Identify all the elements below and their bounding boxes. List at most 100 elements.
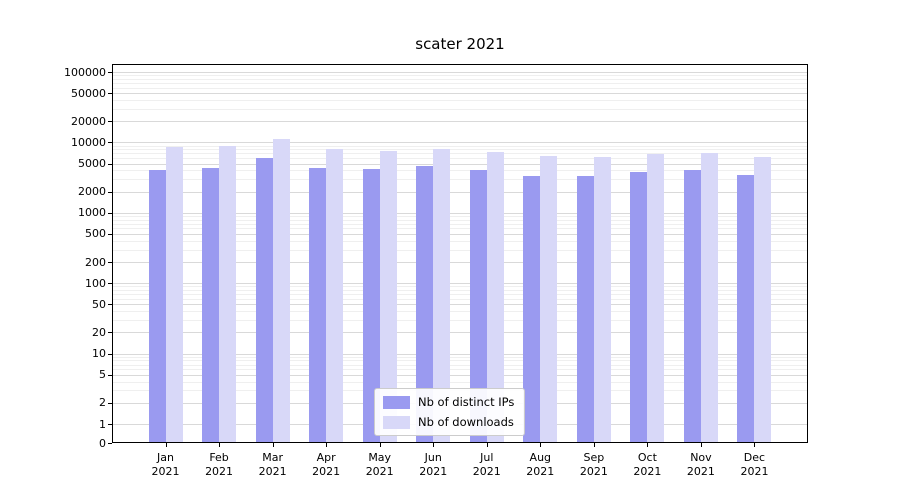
gridline-major bbox=[112, 374, 808, 376]
gridline-minor bbox=[112, 381, 808, 383]
bar-downloads bbox=[754, 156, 772, 443]
gridline-minor bbox=[112, 311, 808, 313]
bar-distinct-ips bbox=[202, 168, 220, 443]
bar-downloads bbox=[326, 149, 344, 443]
bar-downloads bbox=[272, 139, 290, 443]
legend-swatch-distinct-ips bbox=[383, 395, 410, 409]
bar-distinct-ips bbox=[148, 170, 166, 443]
gridline-major bbox=[112, 163, 808, 165]
bar-downloads bbox=[219, 145, 237, 443]
gridline-minor bbox=[112, 219, 808, 221]
x-axis-tick-label: Dec 2021 bbox=[725, 451, 783, 479]
bar-distinct-ips bbox=[255, 158, 273, 443]
gridline-minor bbox=[112, 223, 808, 225]
gridline-minor bbox=[112, 356, 808, 358]
y-axis-tick-label: 100000 bbox=[64, 65, 106, 79]
y-tick-mark bbox=[108, 72, 112, 73]
y-tick-mark bbox=[108, 402, 112, 404]
x-axis-tick-year: 2021 bbox=[419, 465, 448, 478]
y-tick-mark bbox=[108, 93, 112, 95]
x-axis-tick-label: Oct 2021 bbox=[618, 451, 676, 479]
bar-downloads bbox=[540, 155, 558, 443]
gridline-minor bbox=[112, 369, 808, 371]
y-axis-tick-label: 50000 bbox=[71, 86, 106, 100]
gridline-minor bbox=[112, 294, 808, 296]
x-tick-mark bbox=[593, 443, 595, 447]
x-axis-tick-year: 2021 bbox=[312, 465, 341, 478]
y-axis-tick-label: 20 bbox=[92, 325, 106, 339]
gridline-minor bbox=[112, 78, 808, 80]
legend: Nb of distinct IPs Nb of downloads bbox=[374, 388, 526, 436]
gridline-minor bbox=[112, 153, 808, 155]
x-axis-tick-year: 2021 bbox=[579, 465, 608, 478]
x-axis-tick-year: 2021 bbox=[526, 465, 555, 478]
y-tick-mark bbox=[108, 262, 112, 263]
bar-downloads bbox=[165, 147, 183, 443]
gridline-minor bbox=[112, 364, 808, 366]
y-tick-mark bbox=[108, 353, 112, 355]
bar-distinct-ips bbox=[630, 171, 648, 443]
x-axis-tick-label: Nov 2021 bbox=[672, 451, 730, 479]
x-axis-tick-label: Apr 2021 bbox=[297, 451, 355, 479]
y-tick-mark bbox=[108, 443, 112, 444]
x-axis-tick-year: 2021 bbox=[205, 465, 234, 478]
x-axis-tick-label: Sep 2021 bbox=[565, 451, 623, 479]
y-axis-tick-label: 2 bbox=[99, 396, 106, 410]
y-axis-tick-label: 1000 bbox=[78, 206, 106, 220]
bar-distinct-ips bbox=[683, 170, 701, 443]
gridline-minor bbox=[112, 145, 808, 147]
bar-distinct-ips bbox=[576, 176, 594, 443]
x-tick-mark bbox=[540, 443, 542, 447]
gridline-minor bbox=[112, 100, 808, 101]
x-tick-mark bbox=[165, 443, 167, 447]
y-axis-tick-label: 1 bbox=[99, 417, 106, 431]
gridline-minor bbox=[112, 179, 808, 181]
bar-distinct-ips bbox=[737, 175, 755, 443]
gridline-minor bbox=[112, 158, 808, 160]
gridline-minor bbox=[112, 216, 808, 218]
gridline-minor bbox=[112, 298, 808, 300]
x-axis-tick-year: 2021 bbox=[258, 465, 287, 478]
gridline-minor bbox=[112, 149, 808, 151]
bar-downloads bbox=[700, 153, 718, 443]
x-tick-mark bbox=[219, 443, 221, 447]
x-axis-tick-year: 2021 bbox=[151, 465, 180, 478]
y-tick-mark bbox=[108, 283, 112, 285]
gridline-minor bbox=[112, 249, 808, 251]
x-axis-tick-label: May 2021 bbox=[351, 451, 409, 479]
y-tick-mark bbox=[108, 424, 112, 425]
y-axis-tick-label: 10 bbox=[92, 347, 106, 361]
y-tick-mark bbox=[108, 191, 112, 193]
y-axis-tick-label: 2000 bbox=[78, 185, 106, 199]
gridline-major bbox=[112, 332, 808, 334]
bar-distinct-ips bbox=[523, 176, 541, 443]
x-tick-mark bbox=[647, 443, 649, 447]
x-tick-mark bbox=[433, 443, 435, 447]
y-tick-mark bbox=[108, 233, 112, 235]
bar-distinct-ips bbox=[469, 170, 487, 443]
gridline-major bbox=[112, 191, 808, 193]
x-axis-tick-label: Jan 2021 bbox=[137, 451, 195, 479]
x-tick-mark bbox=[486, 443, 488, 447]
x-axis-tick-year: 2021 bbox=[686, 465, 715, 478]
y-tick-mark bbox=[108, 121, 112, 123]
gridline-minor bbox=[112, 87, 808, 89]
bar-downloads bbox=[486, 152, 504, 443]
y-axis-tick-label: 100 bbox=[85, 276, 106, 290]
bar-downloads bbox=[379, 151, 397, 443]
gridline-minor bbox=[112, 108, 808, 110]
x-axis-tick-year: 2021 bbox=[365, 465, 394, 478]
y-axis-tick-label: 500 bbox=[85, 227, 106, 241]
y-tick-mark bbox=[108, 304, 112, 306]
gridline-major bbox=[112, 121, 808, 123]
legend-item-downloads: Nb of downloads bbox=[383, 415, 514, 429]
bar-downloads bbox=[593, 156, 611, 443]
y-axis-tick-label: 0 bbox=[99, 436, 106, 450]
gridline-minor bbox=[112, 82, 808, 84]
y-axis-tick-label: 5 bbox=[99, 368, 106, 382]
gridline-minor bbox=[112, 360, 808, 362]
legend-item-distinct-ips: Nb of distinct IPs bbox=[383, 395, 514, 409]
y-tick-mark bbox=[108, 142, 112, 144]
legend-label-distinct-ips: Nb of distinct IPs bbox=[418, 395, 515, 409]
